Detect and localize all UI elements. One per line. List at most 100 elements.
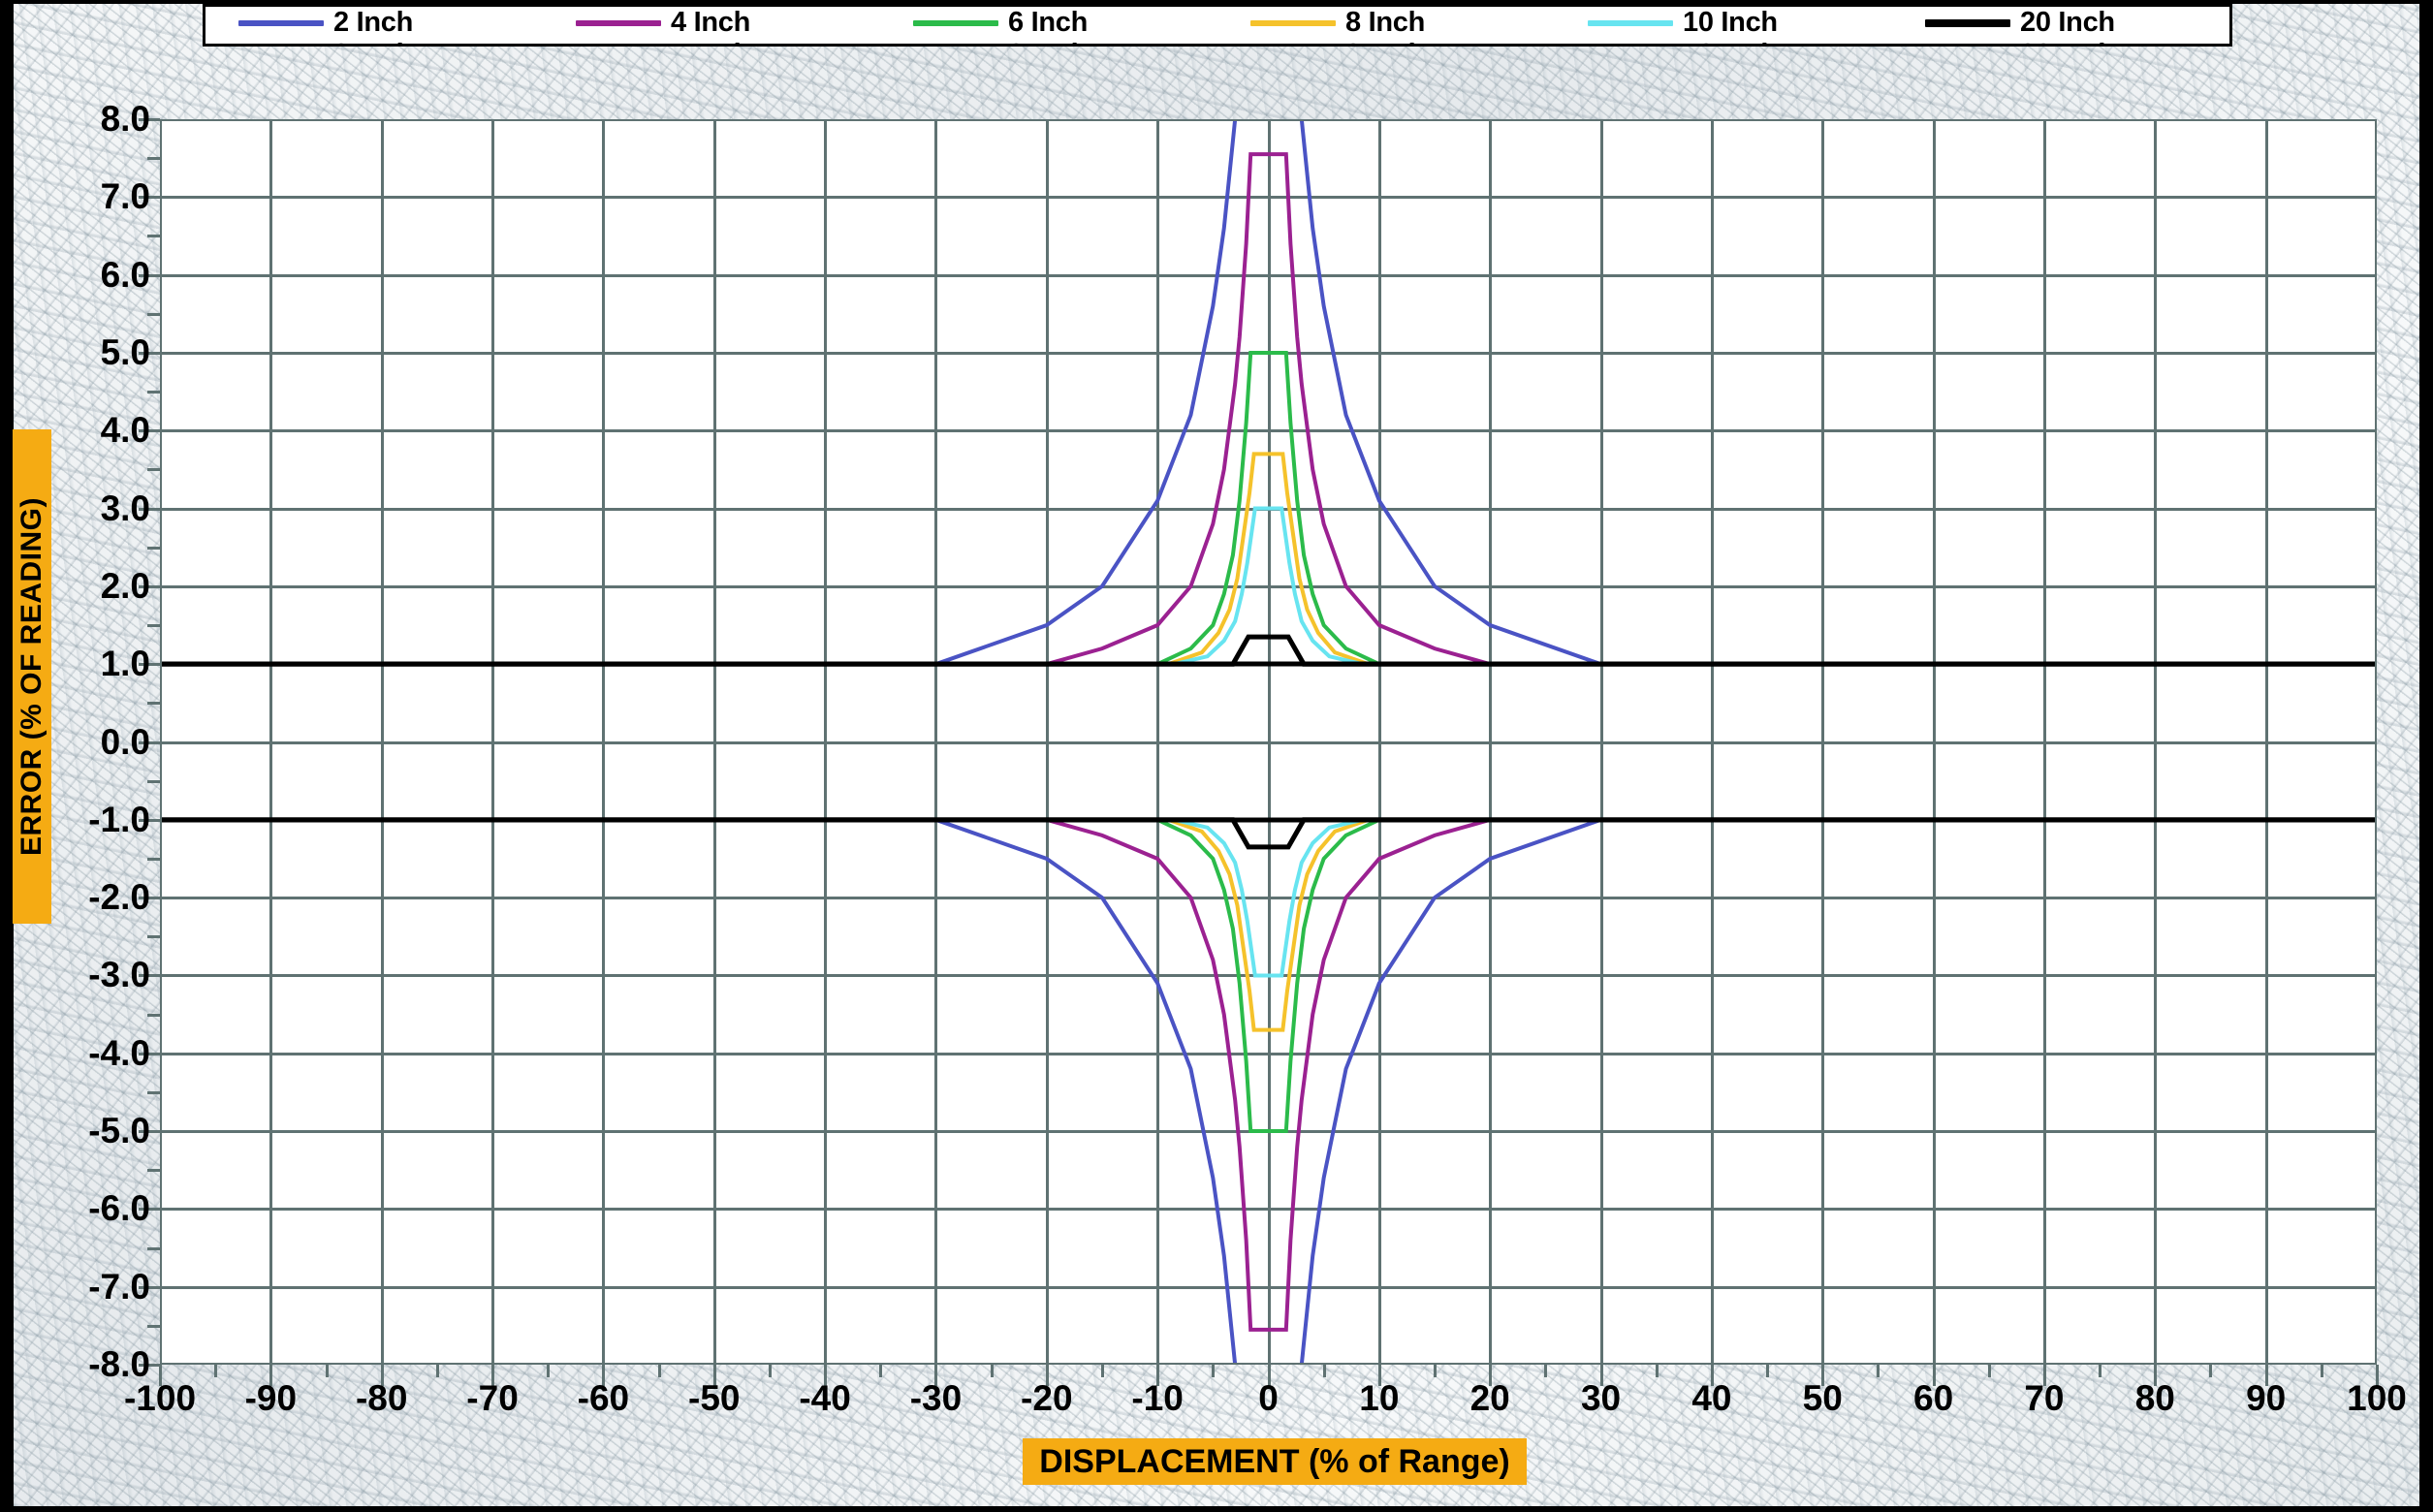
major-gridlines xyxy=(160,119,2377,1365)
axis-tick-mark xyxy=(139,1130,160,1133)
y-tick-label: 7.0 xyxy=(100,176,150,217)
axis-tick-mark xyxy=(139,1364,160,1367)
legend-item-6-inch[interactable]: 6 Inch xyxy=(880,9,1217,37)
axis-tick-mark xyxy=(147,1325,160,1328)
axis-tick-mark xyxy=(1378,1365,1381,1386)
legend-item-label: 10 Inch B xyxy=(1683,41,1806,45)
axis-tick-mark xyxy=(1877,1365,1880,1377)
y-tick-label: 0.0 xyxy=(100,721,150,762)
axis-tick-mark xyxy=(139,1286,160,1289)
x-tick-label: 50 xyxy=(1802,1378,1843,1418)
legend-item-label: 6 Inch B xyxy=(1008,41,1116,45)
legend-item-label: 2 Inch xyxy=(333,7,413,38)
legend-item-20-inch-b[interactable]: 20 Inch B xyxy=(1892,41,2229,45)
legend-swatch-icon xyxy=(576,19,661,26)
legend-item-label: 8 Inch xyxy=(1345,7,1425,38)
axis-tick-mark xyxy=(139,1208,160,1211)
legend-swatch-icon xyxy=(913,19,998,26)
y-tick-label: 8.0 xyxy=(100,99,150,139)
x-tick-label: -50 xyxy=(688,1378,741,1418)
y-tick-label: -8.0 xyxy=(88,1344,150,1384)
series-line-2-inch xyxy=(934,119,1602,667)
axis-tick-mark xyxy=(381,1365,384,1386)
axis-tick-mark xyxy=(139,663,160,666)
legend-item-label: 10 Inch xyxy=(1683,7,1778,38)
axis-tick-mark xyxy=(326,1365,329,1377)
series-line-6-inch xyxy=(1156,350,1380,667)
y-tick-label: 1.0 xyxy=(100,644,150,684)
axis-tick-mark xyxy=(824,1365,827,1386)
legend-item-10-inch-b[interactable]: 10 Inch B xyxy=(1555,41,1892,45)
x-tick-label: 90 xyxy=(2246,1378,2287,1418)
series-line-6-inch-b xyxy=(1156,817,1380,1134)
legend-item-label: 20 Inch B xyxy=(2020,41,2143,45)
axis-tick-mark xyxy=(147,1014,160,1017)
axis-tick-mark xyxy=(1933,1365,1936,1386)
reference-lines-group xyxy=(160,634,2377,850)
axis-tick-mark xyxy=(2154,1365,2157,1386)
axis-tick-mark xyxy=(139,352,160,355)
axis-tick-mark xyxy=(147,235,160,237)
chart-legend: 2 Inch 4 Inch 6 Inch 8 Inch 10 Inch 20 Inch 2… xyxy=(203,4,2232,47)
legend-item-6-inch-b[interactable]: 6 Inch B xyxy=(880,41,1217,45)
axis-tick-mark xyxy=(1656,1365,1659,1377)
x-tick-label: 20 xyxy=(1469,1378,1510,1418)
legend-item-4-inch[interactable]: 4 Inch xyxy=(543,9,880,37)
series-line-10-inch-b xyxy=(1173,817,1364,978)
axis-tick-mark xyxy=(491,1365,494,1386)
legend-item-8-inch-b[interactable]: 8 Inch B xyxy=(1217,41,1555,45)
axis-tick-mark xyxy=(1988,1365,1991,1377)
axis-tick-mark xyxy=(1821,1365,1824,1386)
axis-tick-mark xyxy=(139,819,160,822)
x-tick-label: -100 xyxy=(123,1378,197,1418)
legend-swatch-icon xyxy=(238,19,324,26)
axis-tick-mark xyxy=(547,1365,550,1377)
plot-area xyxy=(160,119,2377,1365)
axis-tick-mark xyxy=(436,1365,439,1377)
y-tick-label: -6.0 xyxy=(88,1188,150,1229)
series-line-8-inch-b xyxy=(1167,817,1370,1032)
data-series-group xyxy=(934,119,1602,1365)
y-tick-label: 4.0 xyxy=(100,410,150,451)
legend-item-10-inch[interactable]: 10 Inch xyxy=(1555,9,1892,37)
axis-tick-mark xyxy=(147,780,160,783)
x-tick-label: -40 xyxy=(799,1378,851,1418)
axis-tick-mark xyxy=(139,741,160,744)
axis-tick-mark xyxy=(1711,1365,1714,1386)
axis-tick-mark xyxy=(2265,1365,2268,1386)
axis-tick-mark xyxy=(139,429,160,432)
axis-tick-mark xyxy=(713,1365,716,1386)
legend-item-2-inch-b[interactable]: 2 Inch B xyxy=(205,41,543,45)
x-tick-label: 60 xyxy=(1913,1378,1954,1418)
legend-item-4-inch-b[interactable]: 4 Inch B xyxy=(543,41,880,45)
axis-tick-mark xyxy=(1268,1365,1271,1386)
plot-frame xyxy=(160,119,2377,1365)
axis-tick-mark xyxy=(658,1365,661,1377)
legend-item-8-inch[interactable]: 8 Inch xyxy=(1217,9,1555,37)
legend-item-label: 2 Inch B xyxy=(333,41,441,45)
axis-tick-mark xyxy=(991,1365,994,1377)
legend-item-20-inch[interactable]: 20 Inch xyxy=(1892,9,2229,37)
axis-tick-mark xyxy=(2043,1365,2046,1386)
axis-tick-mark xyxy=(147,547,160,550)
axis-tick-mark xyxy=(147,313,160,316)
axis-tick-mark xyxy=(1212,1365,1215,1377)
axis-tick-mark xyxy=(147,858,160,861)
legend-item-2-inch[interactable]: 2 Inch xyxy=(205,9,543,37)
x-axis-title: DISPLACEMENT (% of Range) xyxy=(1023,1438,1527,1485)
axis-tick-mark xyxy=(2321,1365,2323,1377)
x-tick-label: 10 xyxy=(1359,1378,1400,1418)
axis-tick-mark xyxy=(147,157,160,160)
y-tick-label: -7.0 xyxy=(88,1266,150,1307)
legend-item-label: 8 Inch B xyxy=(1345,41,1453,45)
y-tick-label: -5.0 xyxy=(88,1111,150,1151)
x-tick-label: -10 xyxy=(1131,1378,1184,1418)
axis-tick-mark xyxy=(214,1365,217,1377)
axis-tick-mark xyxy=(1600,1365,1603,1386)
legend-swatch-icon xyxy=(1925,18,2010,27)
axis-tick-mark xyxy=(139,118,160,121)
axis-tick-mark xyxy=(1489,1365,1492,1386)
axis-tick-mark xyxy=(1766,1365,1769,1377)
x-tick-label: -90 xyxy=(244,1378,298,1418)
x-tick-label: 30 xyxy=(1580,1378,1622,1418)
